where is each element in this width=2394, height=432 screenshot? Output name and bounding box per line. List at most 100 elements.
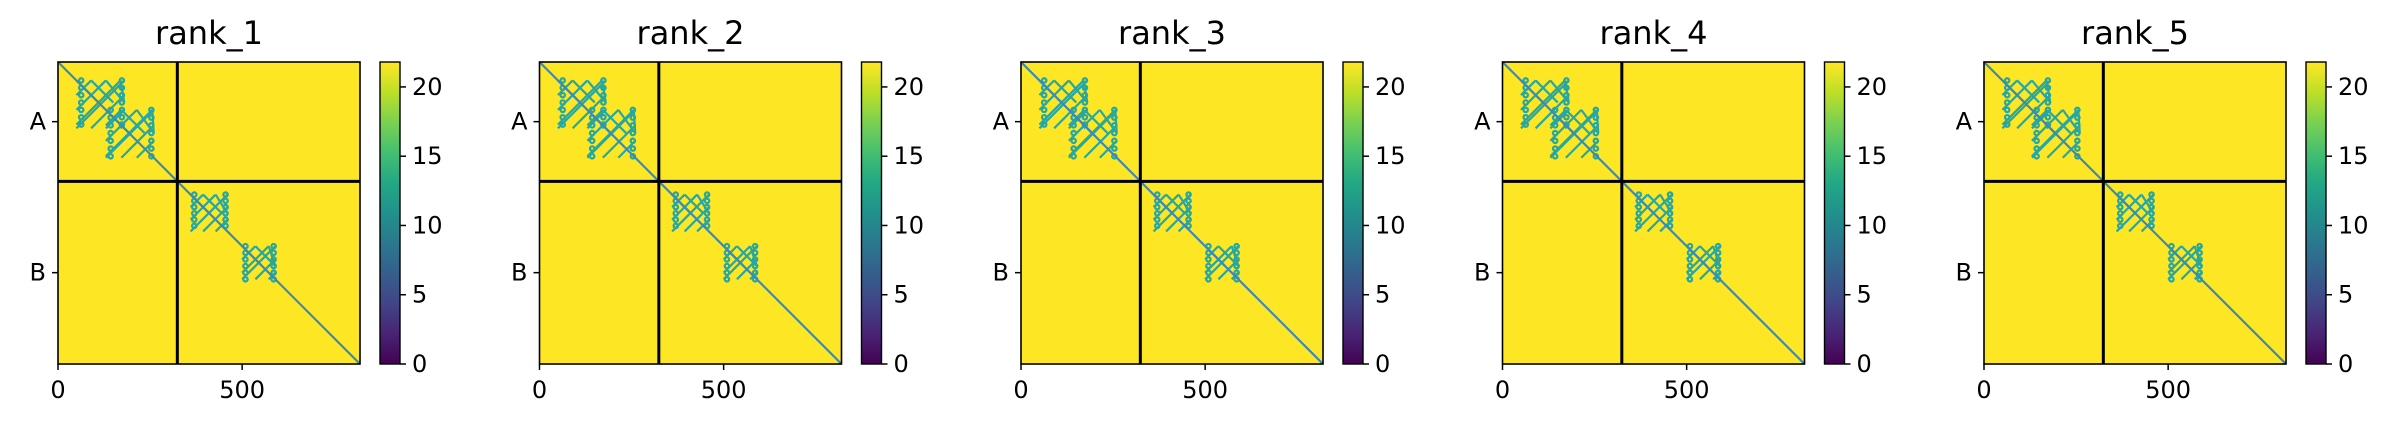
pattern-dot xyxy=(1070,137,1077,145)
pattern-dot xyxy=(588,122,596,129)
pattern-dot xyxy=(107,106,114,114)
pattern-stroke xyxy=(1549,79,1570,104)
pattern-dot xyxy=(2196,269,2203,276)
pattern-dot xyxy=(1635,203,1643,211)
pattern-dot xyxy=(222,203,229,211)
pattern-stroke xyxy=(1646,193,1668,215)
colorbar-tick-label: 0 xyxy=(1375,350,1390,378)
pattern-dot xyxy=(1551,106,1559,114)
pattern-dot xyxy=(1081,91,1089,99)
pattern-dot xyxy=(703,203,711,211)
pattern-dot xyxy=(1666,203,1674,211)
pattern-dot xyxy=(2044,99,2052,106)
pattern-dot xyxy=(242,269,249,276)
pattern-dot xyxy=(1111,114,1118,121)
pattern-dot xyxy=(1592,145,1600,152)
pattern-dot xyxy=(1233,249,1240,257)
pattern-dot xyxy=(2003,121,2011,128)
colorbar-tick-label: 20 xyxy=(894,73,925,101)
pattern-dot xyxy=(1081,106,1089,114)
pattern-dot xyxy=(1081,99,1089,106)
pattern-dot xyxy=(1081,77,1089,84)
pattern-dot xyxy=(723,256,731,263)
pattern-stroke xyxy=(1564,80,1570,103)
pattern-dot xyxy=(588,106,596,114)
colorbar-tick-label: 15 xyxy=(1857,142,1888,170)
colorbar-tick-label: 5 xyxy=(1857,281,1872,309)
pattern-dot xyxy=(703,216,711,223)
pattern-stroke xyxy=(632,109,637,134)
pattern-dot xyxy=(1563,84,1570,92)
pattern-dot xyxy=(1185,191,1192,198)
panel-title: rank_3 xyxy=(1118,14,1226,52)
colorbar-tick-label: 15 xyxy=(1375,142,1406,170)
pattern-dot xyxy=(148,145,155,152)
axes-frame xyxy=(1501,61,1806,365)
pattern-dot xyxy=(1635,216,1643,223)
pattern-dot xyxy=(1111,106,1118,114)
diagonal-line xyxy=(1983,61,2287,365)
pattern-dot xyxy=(1592,129,1600,137)
pattern-dot xyxy=(1070,122,1077,129)
pattern-dot xyxy=(600,99,607,106)
colorbar-tick-label: 0 xyxy=(412,350,427,378)
pattern-stroke xyxy=(267,245,277,267)
pattern-dot xyxy=(270,242,277,250)
colorbar-tick-label: 15 xyxy=(2338,142,2369,170)
pattern-dot xyxy=(2003,91,2011,99)
axes-frame xyxy=(538,61,843,365)
x-tick-label: 500 xyxy=(1182,376,1228,404)
pattern-dot xyxy=(1205,262,1212,270)
panel-title: rank_5 xyxy=(2081,14,2189,52)
pattern-dot xyxy=(600,91,607,99)
pattern-dot xyxy=(1714,256,1722,263)
x-tick-label: 0 xyxy=(1495,376,1510,404)
pattern-dot xyxy=(1233,262,1240,270)
pattern-dot xyxy=(222,216,229,223)
pattern-dot xyxy=(1686,262,1694,270)
pattern-dot xyxy=(1551,129,1559,137)
colorbar-tick-label: 20 xyxy=(412,73,443,101)
pattern-dot xyxy=(1205,269,1212,276)
pattern-dot xyxy=(148,122,155,129)
heatmap-panel-3: rank_3 A B 0 500 0 5 10 15 20 xyxy=(993,14,1406,404)
pattern-dot xyxy=(2033,145,2040,152)
pattern-dot xyxy=(1666,191,1674,198)
panel-title: rank_1 xyxy=(155,14,263,52)
pattern-stroke xyxy=(571,79,596,104)
pattern-dot xyxy=(1666,197,1674,205)
pattern-dot xyxy=(1551,137,1559,145)
pattern-dot xyxy=(1153,222,1161,230)
pattern-stroke xyxy=(1053,79,1078,104)
pattern-dot xyxy=(1233,269,1240,276)
pattern-dot xyxy=(270,269,277,276)
pattern-dot xyxy=(1111,129,1118,137)
pattern-stroke xyxy=(2016,79,2041,104)
x-tick-label: 0 xyxy=(50,376,65,404)
pattern-dot xyxy=(1686,275,1694,283)
pattern-dot xyxy=(190,203,198,211)
colorbar xyxy=(2305,61,2327,365)
y-tick-label: A xyxy=(511,108,528,136)
pattern-dot xyxy=(1666,210,1674,217)
pattern-stroke xyxy=(1165,193,1186,215)
pattern-dot xyxy=(2044,106,2052,114)
pattern-dot xyxy=(1592,114,1600,121)
pattern-dot xyxy=(148,129,155,137)
pattern-dot xyxy=(1153,203,1161,211)
x-tick-label: 0 xyxy=(532,376,547,404)
pattern-dot xyxy=(1522,91,1530,99)
pattern-stroke xyxy=(120,109,146,134)
pattern-dot xyxy=(559,121,567,128)
diagonal-line xyxy=(538,61,843,365)
pattern-dot xyxy=(1714,249,1722,257)
pattern-dot xyxy=(1040,106,1048,114)
pattern-dot xyxy=(2196,262,2203,270)
x-tick-label: 500 xyxy=(2145,376,2191,404)
pattern-stroke xyxy=(1580,109,1600,134)
pattern-dot xyxy=(1592,106,1600,114)
pattern-stroke xyxy=(2077,109,2081,134)
pattern-dot xyxy=(588,129,596,137)
pattern-dot xyxy=(1153,216,1161,223)
pattern-stroke xyxy=(1595,109,1600,134)
